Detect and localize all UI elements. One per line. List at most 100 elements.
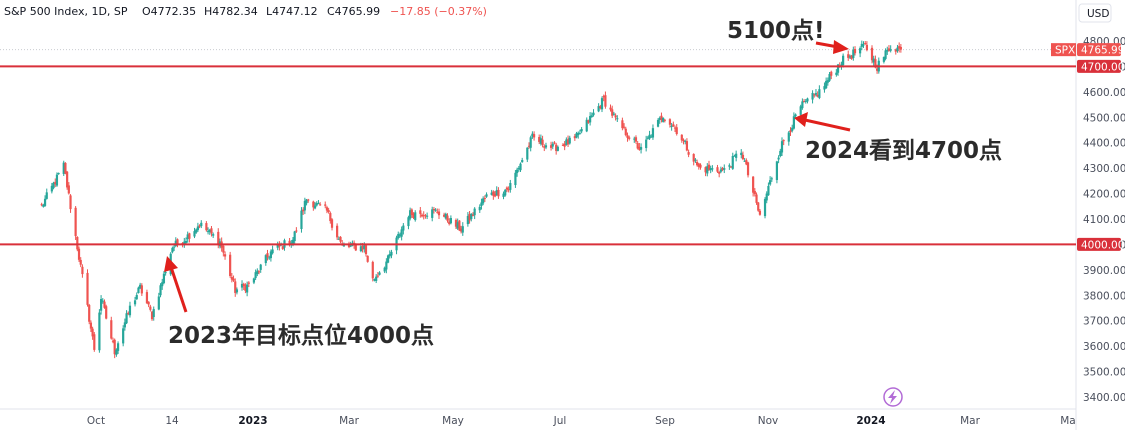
y-tick-label: 3500.00 — [1083, 367, 1125, 379]
candle — [198, 224, 201, 229]
candle — [811, 90, 814, 104]
candle — [884, 48, 887, 61]
price-tag-symbol: SPX — [1055, 45, 1075, 57]
candle — [147, 301, 150, 308]
candle — [99, 295, 103, 315]
candle — [589, 112, 592, 126]
candle — [802, 98, 806, 103]
candle — [139, 282, 142, 290]
candle — [40, 202, 43, 207]
candle — [98, 309, 101, 353]
candle — [442, 212, 446, 218]
candle — [254, 269, 257, 281]
candle — [86, 269, 89, 307]
candle — [422, 211, 425, 220]
candle — [468, 211, 471, 224]
candle — [161, 278, 164, 290]
candle — [684, 139, 687, 145]
candle — [81, 264, 84, 278]
x-tick-label: 14 — [165, 415, 179, 427]
candle — [424, 213, 427, 219]
candle — [385, 258, 388, 274]
candle — [54, 178, 57, 188]
candle — [692, 153, 695, 166]
candle — [437, 208, 441, 219]
candle — [743, 158, 746, 162]
x-tick-label: Sep — [655, 415, 675, 427]
candle — [639, 143, 643, 154]
candle — [195, 228, 198, 234]
change-value: −17.85 (−0.37%) — [390, 5, 487, 18]
candle — [835, 69, 838, 77]
candle — [105, 304, 108, 320]
candle — [407, 215, 410, 230]
candle — [473, 207, 476, 220]
candle — [813, 93, 816, 98]
candle — [719, 166, 722, 174]
candle — [302, 207, 305, 215]
candle — [544, 142, 548, 150]
candle — [448, 218, 451, 226]
candle — [648, 130, 651, 140]
candle — [444, 212, 447, 220]
candle — [517, 166, 520, 172]
y-tick-label: 4500.00 — [1083, 112, 1125, 124]
candle — [682, 138, 685, 145]
candle — [672, 121, 675, 127]
candle — [50, 182, 53, 194]
candle — [77, 246, 81, 262]
candle — [208, 228, 211, 235]
candle — [731, 152, 734, 170]
candle — [646, 135, 649, 140]
candle — [741, 151, 745, 161]
candle — [57, 172, 60, 175]
candle — [319, 202, 322, 206]
candle — [721, 166, 724, 172]
candle — [79, 257, 82, 268]
candle — [516, 167, 519, 177]
candle — [461, 222, 464, 236]
candle — [541, 135, 544, 148]
candle — [281, 245, 284, 250]
candle — [765, 191, 768, 204]
annotation-5100: 5100点! — [727, 18, 825, 44]
candle — [519, 162, 522, 172]
x-tick-label: Mar — [960, 415, 980, 427]
candle — [483, 195, 486, 203]
candle — [485, 192, 488, 198]
candle — [745, 158, 748, 166]
arrow-2024 — [804, 118, 851, 132]
candle — [767, 182, 770, 196]
currency-button[interactable] — [1078, 3, 1112, 23]
candle — [502, 191, 505, 200]
candle — [604, 91, 607, 109]
candle — [699, 163, 702, 170]
candle — [850, 54, 853, 60]
candle — [565, 137, 568, 146]
candle — [526, 147, 529, 163]
candle — [66, 170, 69, 190]
price-tag-value: 4765.99 — [1081, 45, 1124, 57]
candle — [779, 148, 782, 158]
candle — [735, 150, 738, 162]
candle — [848, 54, 852, 59]
candle — [670, 123, 673, 131]
candle — [410, 208, 413, 218]
candle — [865, 41, 869, 52]
candle — [830, 70, 833, 80]
candle — [278, 241, 281, 251]
y-axis-ticks: 3400.00 3500.00 3600.00 3700.00 3800.00 3900.… — [1083, 36, 1125, 404]
annotation-2024-target: 2024看到4700点 — [805, 138, 1002, 164]
candle — [330, 218, 334, 231]
candle — [733, 154, 736, 157]
candle — [88, 303, 91, 325]
candle — [183, 237, 186, 248]
level-tag-lower-value: 4000.00 — [1081, 239, 1124, 251]
candle — [456, 218, 459, 230]
candle — [611, 105, 614, 119]
candle — [257, 270, 261, 275]
y-tick-label: 3400.00 — [1083, 392, 1125, 404]
candle — [222, 245, 225, 257]
lightning-icon[interactable] — [883, 387, 903, 407]
